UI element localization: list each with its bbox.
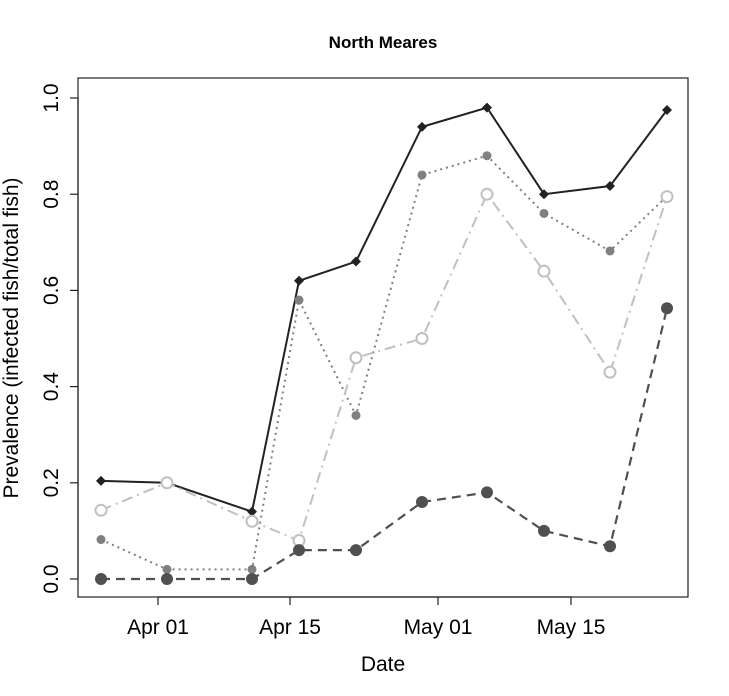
x-tick-label: May 15 xyxy=(537,616,606,639)
series-2-point xyxy=(351,410,361,420)
y-tick-label: 0.4 xyxy=(40,372,63,402)
y-axis-label: Prevalence (infected fish/total fish) xyxy=(0,178,23,499)
series-3-point xyxy=(415,332,429,345)
series-3-point xyxy=(245,514,259,528)
series-3-point xyxy=(349,351,363,365)
series-2-point xyxy=(482,151,492,161)
y-tick-label: 0.6 xyxy=(40,276,63,305)
series-1-point xyxy=(605,181,615,192)
series-3-point xyxy=(160,476,174,490)
y-tick-label: 0.8 xyxy=(40,180,63,209)
chart-title: North Meares xyxy=(329,33,438,52)
y-tick-label: 1.0 xyxy=(40,83,63,112)
series-1-point xyxy=(351,256,361,267)
series-3-point xyxy=(537,264,551,278)
series-1-point xyxy=(482,102,492,113)
series-2 xyxy=(96,151,672,574)
series-3-line xyxy=(100,192,668,542)
series-4-point xyxy=(293,544,305,557)
series-3-point xyxy=(480,187,494,201)
series-2-point xyxy=(162,564,172,574)
x-axis: Apr 01 Apr 15 May 01 May 15 xyxy=(127,596,606,639)
plot-frame xyxy=(77,77,689,598)
series-1-point xyxy=(96,475,106,486)
series-1-point xyxy=(294,275,304,286)
series-2-point xyxy=(605,246,615,256)
y-axis: 0.0 0.2 0.4 0.6 0.8 1.0 xyxy=(40,83,79,594)
x-tick-label: May 01 xyxy=(404,616,473,639)
series-4-point xyxy=(661,302,673,315)
x-axis-label: Date xyxy=(361,653,405,676)
y-tick-label: 0.0 xyxy=(40,564,63,593)
series-3-point xyxy=(603,365,617,379)
y-tick-label: 0.2 xyxy=(40,468,63,497)
series-1-point xyxy=(539,189,549,200)
series-3 xyxy=(94,187,674,548)
x-tick-label: Apr 15 xyxy=(259,616,321,639)
series-4-point xyxy=(416,496,428,509)
series-4-point xyxy=(538,524,550,537)
series-4 xyxy=(95,302,673,585)
series-2-point xyxy=(96,535,106,545)
series-2-point xyxy=(539,208,549,218)
series-2-point xyxy=(247,564,257,574)
series-4-point xyxy=(246,573,258,585)
series-4-line xyxy=(101,307,669,581)
series-2-point xyxy=(417,170,427,180)
series-4-point xyxy=(350,544,362,557)
series-2-point xyxy=(294,295,304,305)
x-tick-label: Apr 01 xyxy=(127,616,189,639)
series-4-point xyxy=(481,486,493,499)
series-1-point xyxy=(247,506,257,517)
series-2-line xyxy=(100,154,668,571)
series-4-point xyxy=(95,573,107,585)
series-1 xyxy=(96,102,672,517)
series-layer xyxy=(94,102,674,585)
series-4-point xyxy=(604,540,616,553)
series-3-point xyxy=(94,503,108,517)
series-1-point xyxy=(662,105,672,116)
series-1-point xyxy=(417,121,427,132)
series-4-point xyxy=(161,573,173,585)
series-1-line xyxy=(100,106,668,513)
series-3-point xyxy=(660,190,674,204)
